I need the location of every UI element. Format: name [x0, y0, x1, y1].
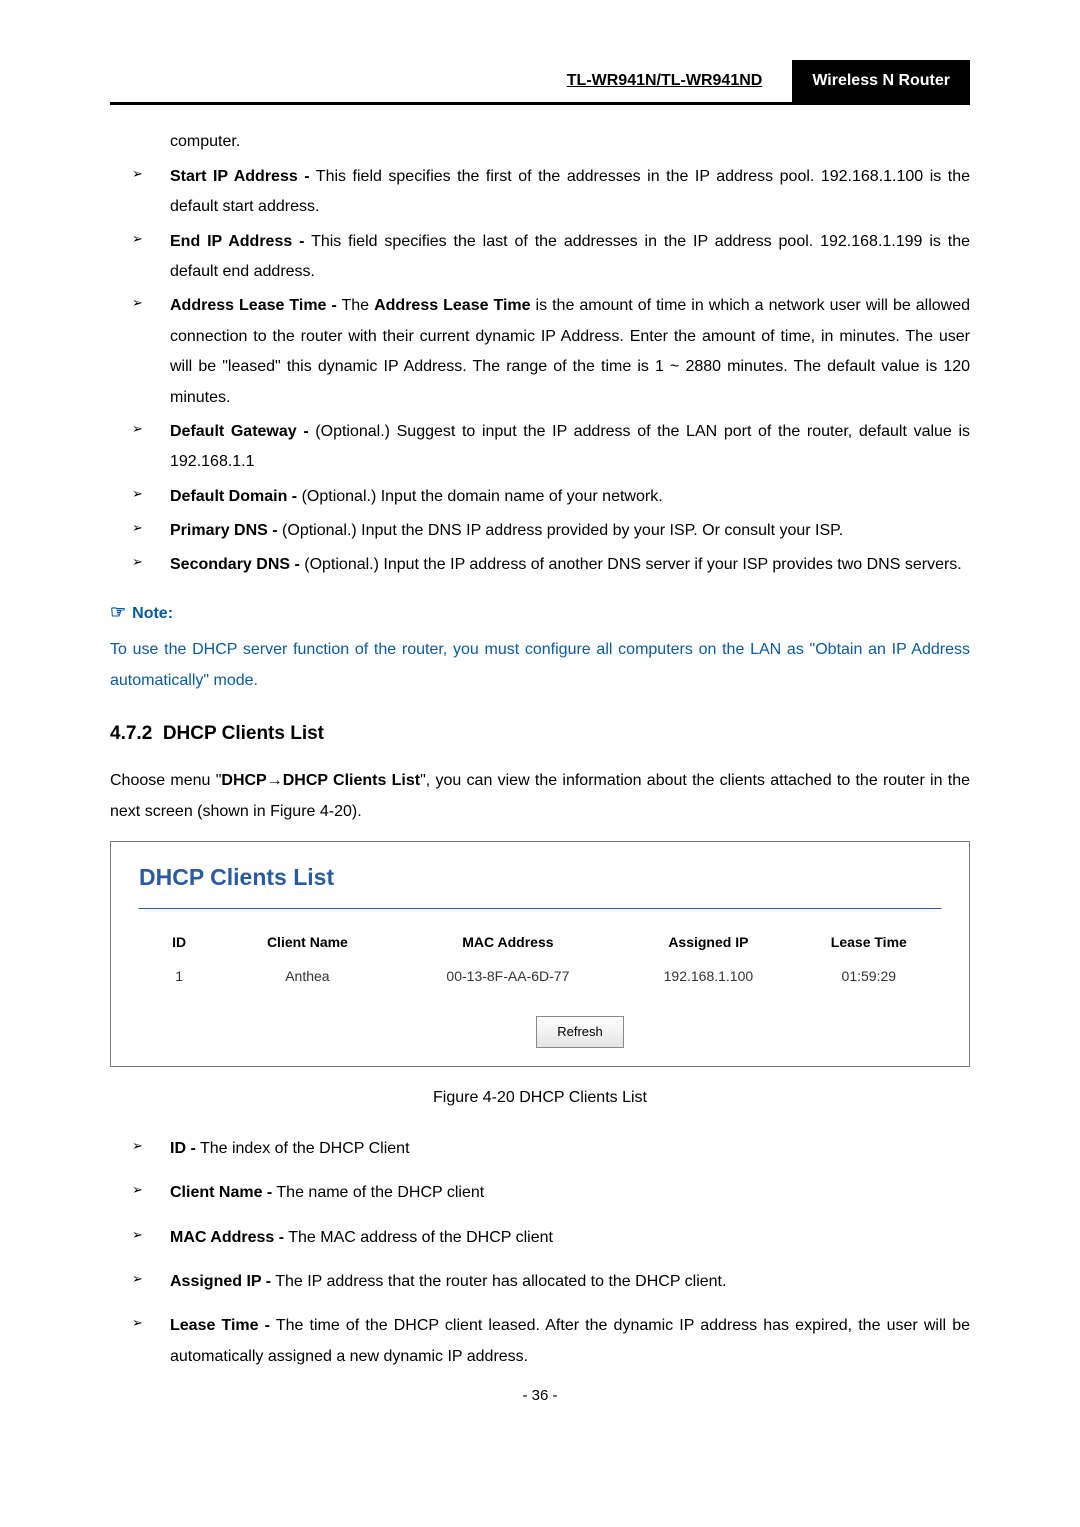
col-client-name: Client Name	[219, 925, 395, 960]
col-mac: MAC Address	[396, 925, 621, 960]
figure-caption: Figure 4-20 DHCP Clients List	[110, 1083, 970, 1113]
screenshot-title: DHCP Clients List	[139, 856, 941, 900]
term: Start IP Address -	[170, 168, 310, 185]
term: Primary DNS -	[170, 522, 278, 539]
term: MAC Address -	[170, 1229, 284, 1246]
list-item: Client Name - The name of the DHCP clien…	[132, 1178, 970, 1208]
col-ip: Assigned IP	[620, 925, 796, 960]
note-icon: ☞	[110, 602, 126, 622]
cell-mac: 00-13-8F-AA-6D-77	[396, 959, 621, 994]
term: Default Domain -	[170, 488, 297, 505]
desc: The IP address that the router has alloc…	[271, 1273, 726, 1290]
dhcp-settings-list: Start IP Address - This field specifies …	[110, 162, 970, 581]
list-item: Address Lease Time - The Address Lease T…	[132, 291, 970, 413]
desc: The MAC address of the DHCP client	[284, 1229, 553, 1246]
section-heading: 4.7.2 DHCP Clients List	[110, 716, 970, 752]
col-lease: Lease Time	[797, 925, 941, 960]
section-intro: Choose menu "DHCP→DHCP Clients List", yo…	[110, 766, 970, 827]
list-item: Secondary DNS - (Optional.) Input the IP…	[132, 550, 970, 580]
desc: The index of the DHCP Client	[196, 1140, 410, 1157]
screenshot-divider	[139, 908, 941, 909]
refresh-row: Refresh	[139, 1016, 941, 1049]
list-item: MAC Address - The MAC address of the DHC…	[132, 1223, 970, 1253]
desc: (Optional.) Input the IP address of anot…	[300, 556, 962, 573]
note-heading: ☞ Note:	[110, 595, 970, 629]
desc: The time of the DHCP client leased. Afte…	[170, 1317, 970, 1364]
term: Default Gateway -	[170, 423, 309, 440]
term2: Address Lease Time	[374, 297, 530, 314]
desc-pre: The	[337, 297, 374, 314]
cell-id: 1	[139, 959, 219, 994]
term: Client Name -	[170, 1184, 272, 1201]
page-header: TL-WR941N/TL-WR941ND Wireless N Router	[110, 60, 970, 105]
cell-lease: 01:59:29	[797, 959, 941, 994]
section-title: DHCP Clients List	[163, 723, 324, 744]
term: Lease Time -	[170, 1317, 270, 1334]
term: Address Lease Time -	[170, 297, 337, 314]
list-item: Assigned IP - The IP address that the ro…	[132, 1267, 970, 1297]
list-item: Default Gateway - (Optional.) Suggest to…	[132, 417, 970, 478]
term: End IP Address -	[170, 233, 304, 250]
continuation-text: computer.	[110, 127, 970, 157]
header-product: Wireless N Router	[792, 60, 970, 102]
list-item: Primary DNS - (Optional.) Input the DNS …	[132, 516, 970, 546]
desc: (Optional.) Input the domain name of you…	[297, 488, 663, 505]
col-id: ID	[139, 925, 219, 960]
dhcp-clients-table: ID Client Name MAC Address Assigned IP L…	[139, 925, 941, 994]
term: Secondary DNS -	[170, 556, 300, 573]
list-item: Default Domain - (Optional.) Input the d…	[132, 482, 970, 512]
desc: (Optional.) Input the DNS IP address pro…	[278, 522, 844, 539]
header-model: TL-WR941N/TL-WR941ND	[567, 60, 793, 102]
note-body: To use the DHCP server function of the r…	[110, 635, 970, 696]
page-number: - 36 -	[110, 1382, 970, 1411]
desc: The name of the DHCP client	[272, 1184, 484, 1201]
intro-pre: Choose menu "	[110, 772, 221, 789]
term: Assigned IP -	[170, 1273, 271, 1290]
cell-client-name: Anthea	[219, 959, 395, 994]
list-item: Start IP Address - This field specifies …	[132, 162, 970, 223]
intro-arrow: →	[267, 772, 283, 789]
dhcp-clients-screenshot: DHCP Clients List ID Client Name MAC Add…	[110, 841, 970, 1068]
list-item: End IP Address - This field specifies th…	[132, 227, 970, 288]
table-row: 1 Anthea 00-13-8F-AA-6D-77 192.168.1.100…	[139, 959, 941, 994]
dhcp-fields-list: ID - The index of the DHCP Client Client…	[110, 1134, 970, 1372]
section-number: 4.7.2	[110, 723, 152, 744]
intro-path1: DHCP	[221, 772, 266, 789]
refresh-button[interactable]: Refresh	[536, 1016, 624, 1049]
list-item: ID - The index of the DHCP Client	[132, 1134, 970, 1164]
list-item: Lease Time - The time of the DHCP client…	[132, 1311, 970, 1372]
term: ID -	[170, 1140, 196, 1157]
note-label: Note:	[132, 605, 173, 622]
intro-path2: DHCP Clients List	[283, 772, 420, 789]
cell-ip: 192.168.1.100	[620, 959, 796, 994]
table-header-row: ID Client Name MAC Address Assigned IP L…	[139, 925, 941, 960]
